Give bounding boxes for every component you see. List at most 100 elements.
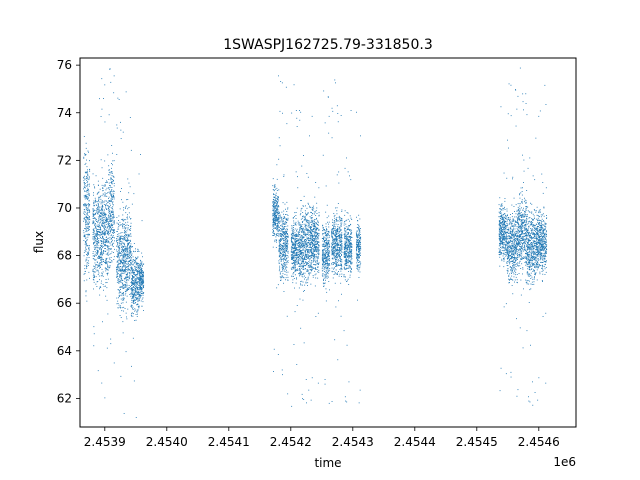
data-point xyxy=(313,232,315,233)
data-point xyxy=(97,242,99,244)
data-point xyxy=(321,270,323,272)
data-point xyxy=(274,214,276,215)
data-point xyxy=(280,233,282,235)
data-point xyxy=(284,251,285,253)
data-point xyxy=(111,171,113,173)
data-point xyxy=(303,260,304,262)
data-point xyxy=(131,290,133,292)
data-point xyxy=(322,251,324,253)
data-point xyxy=(316,260,318,262)
data-point xyxy=(317,228,318,230)
data-point xyxy=(100,257,102,258)
data-point xyxy=(136,264,138,266)
data-point xyxy=(139,288,141,290)
data-point xyxy=(98,240,100,241)
data-point xyxy=(278,229,280,231)
data-point xyxy=(131,315,132,317)
data-point xyxy=(301,235,303,236)
data-point xyxy=(328,257,330,259)
data-point xyxy=(309,244,311,246)
data-point xyxy=(98,200,99,201)
data-point xyxy=(137,263,139,265)
data-point xyxy=(278,206,280,208)
data-point xyxy=(131,305,133,306)
data-point xyxy=(123,243,125,245)
data-point xyxy=(130,218,131,220)
data-point xyxy=(304,227,306,229)
data-point xyxy=(312,275,314,276)
data-point xyxy=(107,265,109,267)
data-point xyxy=(307,212,309,214)
data-point xyxy=(322,234,324,236)
data-point xyxy=(126,279,127,281)
data-point xyxy=(83,196,85,198)
data-point xyxy=(309,206,311,208)
data-point xyxy=(112,244,113,246)
data-point xyxy=(140,286,141,288)
data-point xyxy=(132,271,134,273)
data-point xyxy=(273,227,275,229)
data-point xyxy=(325,240,327,241)
data-point xyxy=(100,209,102,211)
data-point xyxy=(119,268,121,270)
data-point xyxy=(291,244,293,246)
data-point xyxy=(325,239,327,240)
data-point xyxy=(323,268,325,270)
data-point xyxy=(295,270,297,272)
data-point xyxy=(323,267,325,269)
data-point xyxy=(338,265,340,266)
data-point xyxy=(104,240,106,242)
data-point xyxy=(84,241,86,242)
data-point xyxy=(304,235,306,237)
data-point xyxy=(298,231,300,233)
data-point xyxy=(291,257,293,258)
data-point xyxy=(328,402,330,404)
data-point xyxy=(287,262,289,263)
data-point xyxy=(123,299,125,301)
data-point xyxy=(139,269,141,271)
data-point xyxy=(295,241,297,243)
data-point xyxy=(119,238,121,240)
data-point xyxy=(293,225,295,226)
data-point xyxy=(123,299,125,300)
data-point xyxy=(122,214,124,216)
data-point xyxy=(323,265,325,267)
data-point xyxy=(139,298,141,299)
data-point xyxy=(294,252,296,254)
data-point xyxy=(315,256,317,257)
data-point xyxy=(103,233,105,235)
data-point xyxy=(132,289,134,290)
data-point xyxy=(282,251,284,253)
data-point xyxy=(87,197,89,199)
data-point xyxy=(107,252,109,254)
data-point xyxy=(101,78,103,80)
data-point xyxy=(87,215,89,217)
data-point xyxy=(301,284,303,286)
data-point xyxy=(312,205,314,207)
data-point xyxy=(132,315,134,317)
data-point xyxy=(107,261,109,263)
data-point xyxy=(328,223,329,225)
data-point xyxy=(296,256,298,258)
data-point xyxy=(318,244,320,246)
data-point xyxy=(119,252,121,254)
data-point xyxy=(304,210,306,212)
data-point xyxy=(314,270,316,272)
data-point xyxy=(85,258,87,260)
data-point xyxy=(126,255,128,256)
data-point xyxy=(99,225,100,227)
data-point xyxy=(311,255,313,257)
data-point xyxy=(101,211,103,213)
data-point xyxy=(273,211,275,213)
data-point xyxy=(126,280,128,282)
data-point xyxy=(113,176,114,178)
data-point xyxy=(124,280,126,282)
data-point xyxy=(285,232,287,234)
data-point xyxy=(85,237,87,239)
data-point xyxy=(307,279,309,281)
data-point xyxy=(126,230,128,232)
data-point xyxy=(116,274,118,276)
data-point xyxy=(97,207,99,209)
data-point xyxy=(135,281,137,283)
data-point xyxy=(131,272,133,273)
